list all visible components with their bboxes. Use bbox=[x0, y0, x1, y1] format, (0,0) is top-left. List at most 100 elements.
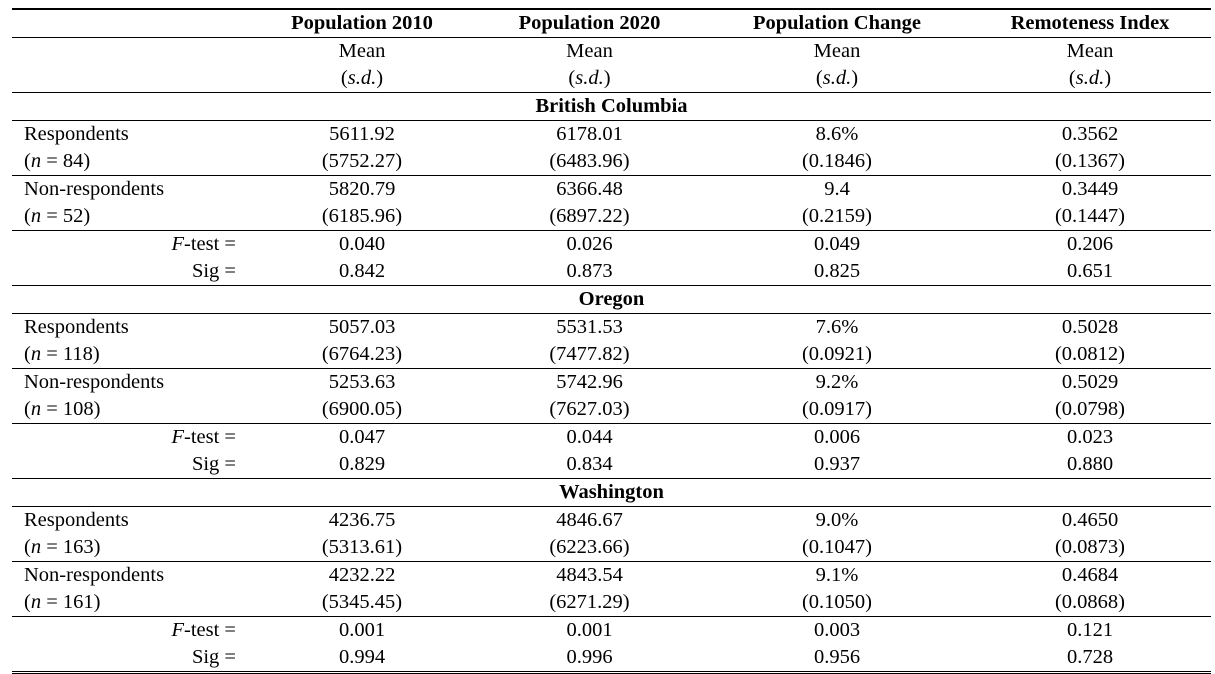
table-row: Respondents 5611.92 6178.01 8.6% 0.3562 bbox=[12, 121, 1211, 149]
sig-value: 0.728 bbox=[969, 644, 1211, 674]
sd-value: (0.2159) bbox=[705, 203, 969, 231]
ftest-value: 0.044 bbox=[566, 426, 613, 448]
ftest-value: 0.026 bbox=[566, 233, 613, 255]
sd-value: (7627.03) bbox=[474, 396, 705, 424]
ftest-value: 0.206 bbox=[1066, 233, 1114, 255]
table-row: (n = 118) (6764.23) (7477.82) (0.0921) (0.08… bbox=[12, 341, 1211, 369]
ftest-suffix: -test = bbox=[184, 426, 236, 448]
mean-value: 9.4 bbox=[824, 178, 850, 200]
ftest-value: 0.006 bbox=[813, 426, 861, 448]
ftest-value: 0.049 bbox=[813, 233, 861, 255]
ftest-label: F-test = bbox=[12, 617, 250, 645]
sd-value: (0.1447) bbox=[969, 203, 1211, 231]
sd-value: (6185.96) bbox=[250, 203, 474, 231]
stat-label: Mean bbox=[705, 37, 969, 65]
sample-size-label: (n = 84) bbox=[12, 148, 250, 176]
column-header-population-2020: Population 2020 bbox=[474, 8, 705, 38]
sig-value: 0.937 bbox=[705, 451, 969, 479]
ftest-row: F-test = 0.040 0.026 0.049 0.206 bbox=[12, 231, 1211, 259]
ftest-value: 0.003 bbox=[813, 619, 861, 641]
sd-value: (0.0921) bbox=[705, 341, 969, 369]
mean-value: 5531.53 bbox=[556, 316, 623, 338]
ftest-symbol: F bbox=[171, 426, 185, 448]
sd-label: (s.d.) bbox=[250, 65, 474, 93]
table-row: Non-respondents 5820.79 6366.48 9.4 0.3449 bbox=[12, 176, 1211, 204]
sig-value: 0.994 bbox=[250, 644, 474, 674]
ftest-value: 0.121 bbox=[1066, 619, 1114, 641]
table-body: British Columbia Respondents 5611.92 6178.0… bbox=[12, 92, 1211, 674]
stat-label: Mean bbox=[474, 37, 705, 65]
sd-label: (s.d.) bbox=[705, 65, 969, 93]
sd-value: (0.0798) bbox=[969, 396, 1211, 424]
sig-row: Sig = 0.829 0.834 0.937 0.880 bbox=[12, 451, 1211, 479]
ftest-value: 0.047 bbox=[338, 426, 386, 448]
ftest-suffix: -test = bbox=[184, 233, 236, 255]
table-row: Non-respondents 5253.63 5742.96 9.2% 0.5029 bbox=[12, 369, 1211, 397]
n-value: = 163) bbox=[41, 536, 101, 558]
mean-value: 9.0% bbox=[815, 509, 859, 531]
sd-value: (5345.45) bbox=[250, 589, 474, 617]
ftest-label: F-test = bbox=[12, 231, 250, 259]
mean-value: 5742.96 bbox=[556, 371, 623, 393]
sd-label: (s.d.) bbox=[969, 65, 1211, 93]
sd-value: (0.1367) bbox=[969, 148, 1211, 176]
sample-size-label: (n = 52) bbox=[12, 203, 250, 231]
sample-size-label: (n = 163) bbox=[12, 534, 250, 562]
sig-row: Sig = 0.994 0.996 0.956 0.728 bbox=[12, 644, 1211, 674]
mean-value: 5253.63 bbox=[328, 371, 396, 393]
mean-value: 4846.67 bbox=[556, 509, 623, 531]
column-header-row: Population 2010 Population 2020 Populati… bbox=[12, 8, 1211, 38]
mean-value: 6178.01 bbox=[556, 123, 623, 145]
sample-size-label: (n = 108) bbox=[12, 396, 250, 424]
mean-value: 0.4684 bbox=[1061, 564, 1119, 586]
sample-size-label: (n = 161) bbox=[12, 589, 250, 617]
stat-label: Mean bbox=[969, 37, 1211, 65]
section-row: British Columbia bbox=[12, 92, 1211, 121]
section-row: Washington bbox=[12, 478, 1211, 507]
column-header-population-change: Population Change bbox=[705, 8, 969, 38]
table-row: (n = 163) (5313.61) (6223.66) (0.1047) (0.08… bbox=[12, 534, 1211, 562]
sig-label: Sig = bbox=[12, 644, 250, 674]
mean-value: 4232.22 bbox=[328, 564, 396, 586]
sd-value: (0.1047) bbox=[705, 534, 969, 562]
mean-value: 0.5028 bbox=[1061, 316, 1119, 338]
mean-value: 5057.03 bbox=[328, 316, 396, 338]
section-title: British Columbia bbox=[12, 92, 1211, 121]
ftest-row: F-test = 0.001 0.001 0.003 0.121 bbox=[12, 617, 1211, 645]
sig-value: 0.829 bbox=[250, 451, 474, 479]
n-symbol: n bbox=[30, 150, 42, 172]
sd-value: (6223.66) bbox=[474, 534, 705, 562]
sig-value: 0.956 bbox=[705, 644, 969, 674]
sig-value: 0.651 bbox=[969, 258, 1211, 286]
sig-value: 0.842 bbox=[250, 258, 474, 286]
table-row: Respondents 5057.03 5531.53 7.6% 0.5028 bbox=[12, 314, 1211, 342]
group-label: Respondents bbox=[24, 123, 129, 145]
table-row: Non-respondents 4232.22 4843.54 9.1% 0.4684 bbox=[12, 562, 1211, 590]
sd-label: (s.d.) bbox=[474, 65, 705, 93]
ftest-value: 0.023 bbox=[1066, 426, 1114, 448]
sig-label: Sig = bbox=[12, 451, 250, 479]
sig-value: 0.825 bbox=[705, 258, 969, 286]
n-value: = 118) bbox=[41, 343, 100, 365]
column-header-population-2010: Population 2010 bbox=[250, 8, 474, 38]
mean-value: 4843.54 bbox=[556, 564, 623, 586]
sd-value: (5313.61) bbox=[250, 534, 474, 562]
mean-value: 0.4650 bbox=[1061, 509, 1119, 531]
column-header-remoteness-index: Remoteness Index bbox=[969, 8, 1211, 38]
n-symbol: n bbox=[30, 398, 42, 420]
mean-value: 9.2% bbox=[815, 371, 859, 393]
n-symbol: n bbox=[30, 343, 42, 365]
sd-value: (0.0917) bbox=[705, 396, 969, 424]
mean-value: 0.3562 bbox=[1061, 123, 1119, 145]
table-row: (n = 161) (5345.45) (6271.29) (0.1050) (0.08… bbox=[12, 589, 1211, 617]
ftest-symbol: F bbox=[171, 619, 185, 641]
sd-value: (7477.82) bbox=[474, 341, 705, 369]
mean-value: 6366.48 bbox=[556, 178, 623, 200]
sig-value: 0.834 bbox=[474, 451, 705, 479]
column-header-blank bbox=[12, 8, 250, 38]
sample-size-label: (n = 118) bbox=[12, 341, 250, 369]
sd-value: (6483.96) bbox=[474, 148, 705, 176]
mean-value: 5611.92 bbox=[329, 123, 395, 145]
sig-label: Sig = bbox=[12, 258, 250, 286]
n-symbol: n bbox=[30, 536, 42, 558]
